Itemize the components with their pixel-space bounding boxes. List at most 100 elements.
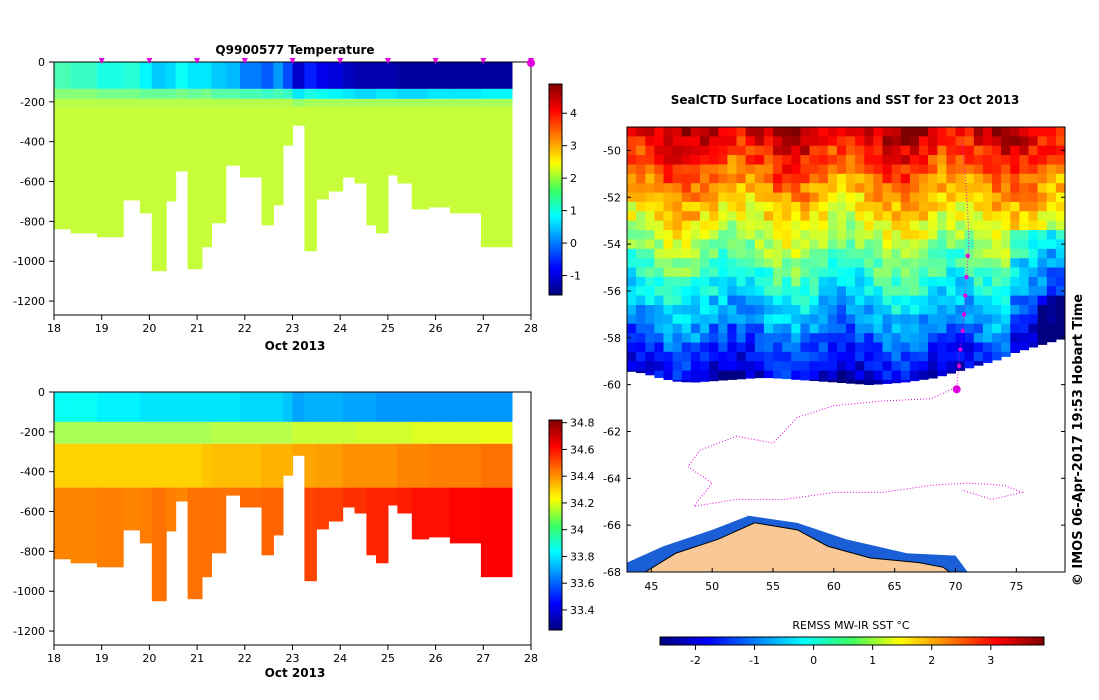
sst-cell — [1010, 295, 1020, 306]
sst-cell — [809, 276, 820, 287]
sst-cell — [946, 155, 956, 165]
sst-cell — [882, 239, 893, 250]
sst-cell — [690, 248, 701, 259]
sst-cell — [727, 211, 737, 222]
sst-cell — [681, 127, 692, 137]
sst-cell — [928, 192, 938, 203]
sst-cell — [855, 370, 865, 381]
sst-cell — [846, 351, 856, 362]
sst-cell — [946, 361, 956, 372]
y-tick-label: -1200 — [13, 295, 45, 308]
sst-cell — [836, 295, 847, 306]
sst-cell — [992, 136, 1002, 147]
sst-cell — [846, 267, 856, 278]
sst-cell — [855, 351, 865, 362]
sst-cell — [891, 145, 902, 156]
sst-cell — [663, 145, 674, 156]
salinity-y-ticks: 0-200-400-600-800-1000-1200 — [13, 386, 54, 638]
sst-cell — [882, 136, 893, 147]
section-cell — [328, 443, 344, 488]
sst-cell — [818, 258, 829, 269]
sst-cell — [909, 155, 920, 165]
sst-cell — [1019, 295, 1029, 306]
sst-cell — [782, 211, 792, 222]
y-tick-label: 0 — [38, 56, 45, 69]
sst-cell — [700, 145, 710, 156]
sst-cell — [681, 258, 692, 269]
colorbar-tick-label: 34.8 — [570, 417, 595, 430]
section-cell — [166, 443, 177, 488]
sst-cell — [818, 201, 829, 212]
section-cell — [225, 106, 241, 166]
sst-cell — [846, 276, 856, 287]
section-cell — [480, 392, 513, 422]
sst-cell — [1037, 211, 1048, 222]
sst-cell — [1019, 183, 1029, 194]
sst-cell — [955, 351, 966, 362]
colorbar-tick-label: 34.4 — [570, 470, 595, 483]
section-cell — [342, 392, 356, 422]
sst-cell — [690, 127, 701, 137]
map-lat-ticks: -50-52-54-56-58-60-62-64-66-68 — [603, 144, 1065, 579]
sst-cell — [791, 155, 801, 165]
temperature-x-label: Oct 2013 — [265, 339, 326, 353]
sst-cell — [937, 230, 947, 240]
sst-cell — [827, 351, 838, 362]
sst-cell — [891, 286, 902, 297]
sst-cell — [1028, 305, 1039, 315]
sst-cell — [818, 192, 829, 203]
sst-cell — [836, 286, 847, 297]
sst-cell — [1046, 314, 1057, 325]
sst-cell — [782, 239, 792, 250]
section-cell — [187, 443, 203, 488]
sst-cell — [754, 342, 765, 353]
sst-cell — [864, 342, 874, 353]
colorbar-tick-label: -1 — [570, 270, 581, 283]
sst-cell — [709, 370, 719, 381]
sst-cell — [891, 323, 902, 334]
sst-cell — [672, 258, 683, 269]
sst-cell — [919, 211, 929, 222]
sst-cell — [718, 295, 728, 306]
sst-cell — [791, 361, 801, 372]
lat-tick-label: -52 — [603, 191, 621, 204]
section-cell — [316, 98, 329, 107]
sst-cell — [873, 127, 883, 137]
sst-cell — [973, 305, 984, 315]
sst-cell — [846, 258, 856, 269]
sst-cell — [736, 127, 747, 137]
sst-cell — [973, 173, 984, 184]
sst-cell — [1037, 342, 1048, 345]
sst-cell — [718, 164, 728, 175]
sst-cell — [681, 164, 692, 175]
sst-cell — [928, 333, 938, 343]
sst-colorbar-tick-label: 3 — [987, 654, 994, 667]
sst-cell — [727, 370, 737, 380]
sst-cell — [973, 220, 984, 231]
sst-cell — [1010, 239, 1020, 250]
sst-cell — [891, 361, 902, 372]
profile-marker — [432, 58, 439, 64]
section-cell — [123, 443, 141, 488]
sst-cell — [782, 192, 792, 203]
sst-cell — [955, 136, 966, 147]
sst-cell — [964, 164, 975, 175]
sst-cell — [663, 192, 674, 203]
sst-cell — [964, 258, 975, 269]
sst-cell — [809, 201, 820, 212]
sst-cell — [681, 351, 692, 362]
sst-cell — [672, 192, 683, 203]
sst-cell — [700, 192, 710, 203]
sst-cell — [1037, 201, 1048, 212]
section-cell — [283, 392, 294, 422]
colorbar-tick-label: 33.4 — [570, 604, 595, 617]
section-cell — [328, 106, 344, 192]
sst-cell — [754, 286, 765, 297]
sst-cell — [773, 136, 783, 147]
sst-cell — [937, 173, 947, 184]
sst-cell — [791, 295, 801, 306]
temperature-title: Q9900577 Temperature — [215, 43, 374, 57]
sst-cell — [690, 333, 701, 343]
sst-cell — [900, 379, 911, 383]
